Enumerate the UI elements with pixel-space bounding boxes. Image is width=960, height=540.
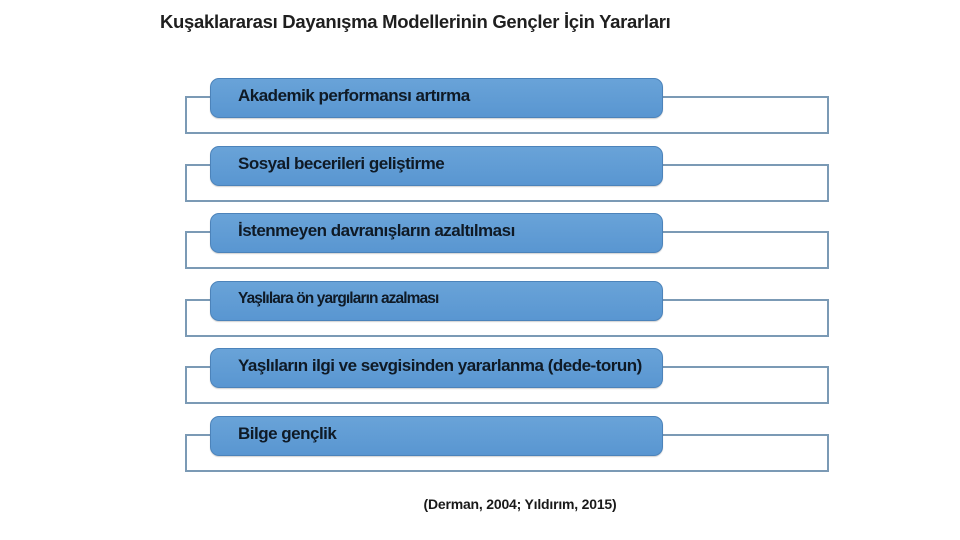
- benefit-label: İstenmeyen davranışların azaltılması: [238, 220, 515, 240]
- benefit-bar: Yaşlılara ön yargıların azalması: [210, 281, 663, 321]
- benefit-bar: Akademik performansı artırma: [210, 78, 663, 118]
- benefit-item: Akademik performansı artırma: [0, 78, 960, 146]
- benefit-item: Sosyal becerileri geliştirme: [0, 146, 960, 214]
- benefit-label: Sosyal becerileri geliştirme: [238, 153, 445, 173]
- benefit-item: İstenmeyen davranışların azaltılması: [0, 213, 960, 281]
- benefit-label: Akademik performansı artırma: [238, 85, 470, 105]
- benefit-item: Bilge gençlik: [0, 416, 960, 484]
- benefit-bar: İstenmeyen davranışların azaltılması: [210, 213, 663, 253]
- benefit-bar: Yaşlıların ilgi ve sevgisinden yararlanm…: [210, 348, 663, 388]
- benefit-item: Yaşlıların ilgi ve sevgisinden yararlanm…: [0, 348, 960, 416]
- benefit-bar: Sosyal becerileri geliştirme: [210, 146, 663, 186]
- benefit-item: Yaşlılara ön yargıların azalması: [0, 281, 960, 349]
- citation-text: (Derman, 2004; Yıldırım, 2015): [423, 496, 617, 512]
- benefit-label: Yaşlıların ilgi ve sevgisinden yararlanm…: [238, 355, 642, 375]
- benefit-label: Yaşlılara ön yargıların azalması: [238, 289, 439, 307]
- slide-title: Kuşaklararası Dayanışma Modellerinin Gen…: [160, 11, 671, 32]
- benefit-bar: Bilge gençlik: [210, 416, 663, 456]
- benefit-label: Bilge gençlik: [238, 423, 337, 443]
